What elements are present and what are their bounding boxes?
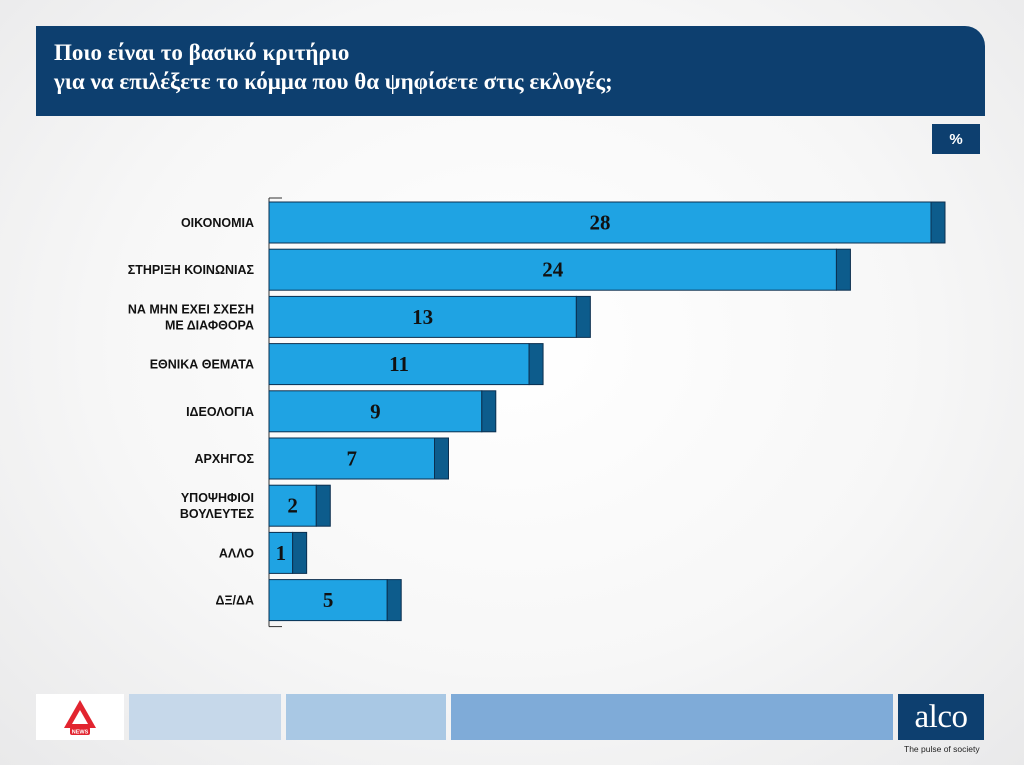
category-label: ΟΙΚΟΝΟΜΙΑ bbox=[181, 216, 254, 230]
alco-logo-text: alco bbox=[914, 698, 968, 735]
category-label: ΜΕ ΔΙΑΦΘΟΡΑ bbox=[165, 318, 254, 332]
alpha-news-logo: NEWS bbox=[36, 694, 124, 740]
value-label: 1 bbox=[276, 541, 287, 565]
alco-logo: alco bbox=[898, 694, 984, 740]
unit-badge: % bbox=[932, 124, 980, 154]
category-label: ΔΞ/ΔΑ bbox=[215, 594, 254, 608]
chart-title-line-2: για να επιλέξετε το κόμμα που θα ψηφίσετ… bbox=[54, 69, 613, 94]
bar-side bbox=[481, 390, 497, 433]
alpha-logo-icon: NEWS bbox=[64, 700, 96, 736]
bar-group: 11 ΕΘΝΙΚΑ ΘΕΜΑΤΑ bbox=[150, 343, 544, 386]
footer-strip-2 bbox=[286, 694, 446, 740]
bar-side bbox=[386, 579, 402, 622]
category-label: ΥΠΟΨΗΦΙΟΙ bbox=[181, 491, 254, 505]
bar-side bbox=[835, 248, 851, 291]
value-label: 13 bbox=[412, 305, 433, 329]
bar-side bbox=[315, 484, 331, 527]
value-label: 11 bbox=[389, 352, 409, 376]
bar-group: 5 ΔΞ/ΔΑ bbox=[215, 579, 402, 622]
chart-title-line-1: Ποιο είναι το βασικό κριτήριο bbox=[54, 40, 350, 65]
value-label: 24 bbox=[542, 258, 564, 282]
bar-group: 13 ΝΑ ΜΗΝ ΕΧΕΙ ΣΧΕΣΗ ΜΕ ΔΙΑΦΘΟΡΑ bbox=[128, 295, 591, 338]
category-label: ΒΟΥΛΕΥΤΕΣ bbox=[180, 507, 255, 521]
bar bbox=[268, 579, 388, 622]
chart-title-banner: Ποιο είναι το βασικό κριτήριο για να επι… bbox=[36, 26, 985, 116]
bar bbox=[268, 390, 483, 433]
value-label: 28 bbox=[590, 211, 611, 235]
category-label: ΙΔΕΟΛΟΓΙΑ bbox=[186, 405, 254, 419]
alco-tagline: The pulse of society bbox=[904, 744, 980, 754]
bar-chart: 28 ΟΙΚΟΝΟΜΙΑ 24 ΣΤΗΡΙΞΗ ΚΟΙΝΩΝΙΑΣ 13 ΝΑ ΜΗΝ Ε… bbox=[128, 197, 946, 628]
bar-side bbox=[434, 437, 449, 480]
alpha-logo-text: NEWS bbox=[72, 730, 89, 736]
footer-strip-1 bbox=[129, 694, 281, 740]
bar-group: 7 ΑΡΧΗΓΟΣ bbox=[195, 437, 449, 480]
bar-group: 9 ΙΔΕΟΛΟΓΙΑ bbox=[186, 390, 497, 433]
value-label: 9 bbox=[370, 399, 381, 423]
bar-group: 2 ΥΠΟΨΗΦΙΟΙ ΒΟΥΛΕΥΤΕΣ bbox=[180, 484, 331, 527]
category-label: ΕΘΝΙΚΑ ΘΕΜΑΤΑ bbox=[150, 358, 254, 372]
category-label: ΑΛΛΟ bbox=[219, 546, 254, 560]
value-label: 2 bbox=[287, 494, 298, 518]
bar bbox=[268, 484, 317, 527]
bar-group: 28 ΟΙΚΟΝΟΜΙΑ bbox=[181, 201, 946, 244]
category-label: ΣΤΗΡΙΞΗ ΚΟΙΝΩΝΙΑΣ bbox=[128, 263, 255, 277]
bar-side bbox=[575, 295, 591, 338]
bar-group: 24 ΣΤΗΡΙΞΗ ΚΟΙΝΩΝΙΑΣ bbox=[128, 248, 851, 291]
bar-side bbox=[930, 201, 946, 244]
bar bbox=[268, 343, 530, 386]
category-label: ΝΑ ΜΗΝ ΕΧΕΙ ΣΧΕΣΗ bbox=[128, 302, 254, 316]
bar bbox=[268, 437, 435, 480]
category-label: ΑΡΧΗΓΟΣ bbox=[195, 452, 255, 466]
value-label: 7 bbox=[347, 447, 358, 471]
bar-side bbox=[528, 343, 544, 386]
bar-side bbox=[292, 531, 308, 574]
value-label: 5 bbox=[323, 588, 334, 612]
footer-strip-3 bbox=[451, 694, 893, 740]
bar-group: 1 ΑΛΛΟ bbox=[219, 531, 308, 574]
